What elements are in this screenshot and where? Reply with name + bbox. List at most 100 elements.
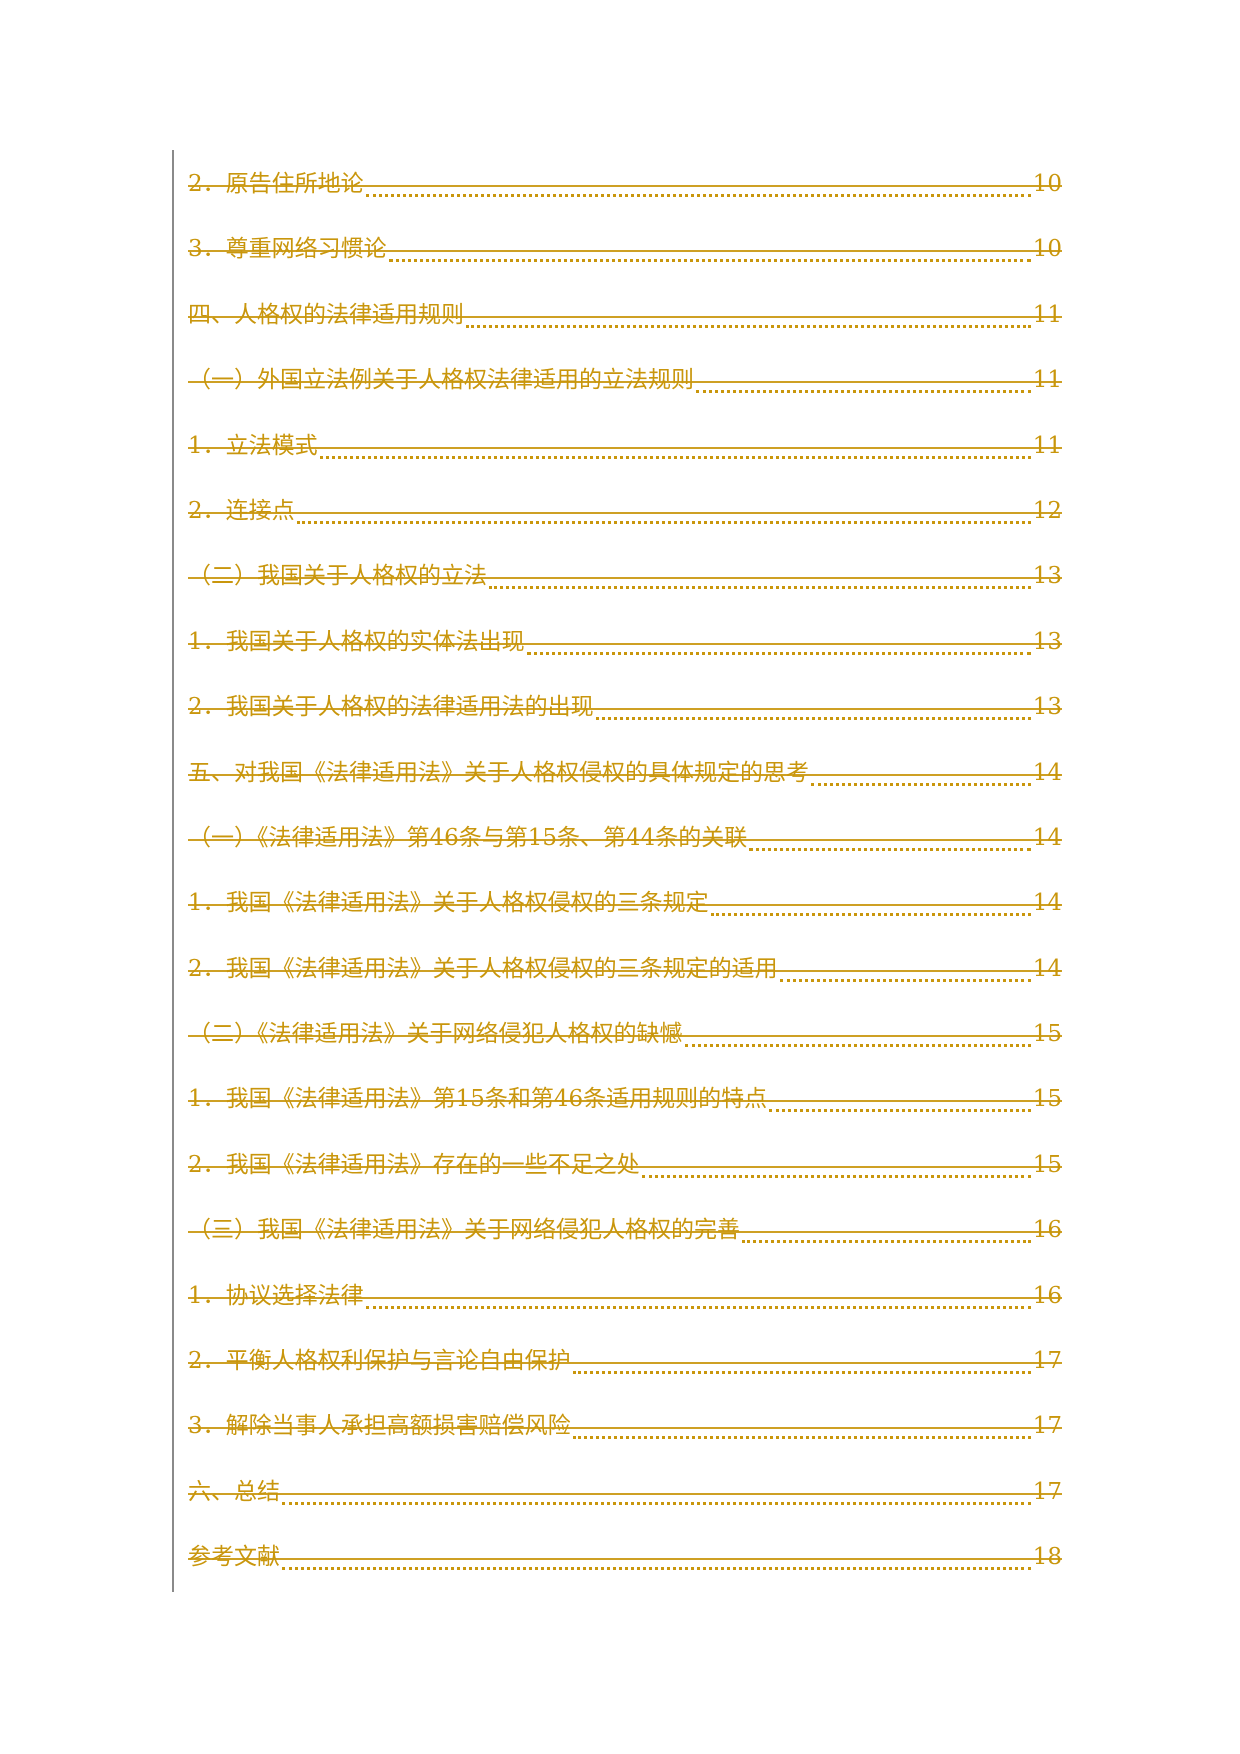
toc-entry[interactable]: 3．尊重网络习惯论 10	[188, 231, 1062, 296]
toc-entry[interactable]: 五、对我国《法律适用法》关于人格权侵权的具体规定的思考 14	[188, 755, 1062, 820]
dot-leader	[684, 1016, 1031, 1048]
toc-entry[interactable]: 2．原告住所地论 10	[188, 166, 1062, 231]
toc-entry-title: （三）我国《法律适用法》关于网络侵犯人格权的完善	[188, 1217, 740, 1244]
toc-entry[interactable]: 1．协议选择法律 16	[188, 1278, 1062, 1343]
table-of-contents: 2．原告住所地论 10 3．尊重网络习惯论 10 四、人格权的法律适用规则 11…	[188, 166, 1062, 1605]
dot-leader	[319, 428, 1031, 459]
toc-entry-page: 18	[1032, 1544, 1062, 1571]
toc-entry-title: 2．平衡人格权利保护与言论自由保护	[188, 1348, 571, 1375]
strikethrough-line	[188, 1100, 1062, 1103]
toc-entry-page: 11	[1032, 367, 1062, 394]
toc-entry[interactable]: 参考文献 18	[188, 1539, 1062, 1604]
strikethrough-line	[188, 1492, 1062, 1495]
toc-entry[interactable]: 2．我国《法律适用法》存在的一些不足之处 15	[188, 1147, 1062, 1212]
dot-leader	[526, 624, 1031, 655]
toc-entry-title: （一）《法律适用法》第46条与第15条、第44条的关联	[188, 824, 748, 851]
toc-entry-page: 17	[1032, 1478, 1062, 1505]
toc-entry[interactable]: （二）《法律适用法》关于网络侵犯人格权的缺憾 15	[188, 1016, 1062, 1081]
dot-leader	[811, 755, 1031, 786]
strikethrough-line	[188, 577, 1062, 580]
toc-entry-title: 1．我国《法律适用法》第15条和第46条适用规则的特点	[188, 1086, 768, 1113]
toc-entry[interactable]: 1．立法模式 11	[188, 428, 1062, 493]
toc-entry-page: 10	[1032, 236, 1062, 263]
toc-entry-title: 五、对我国《法律适用法》关于人格权侵权的具体规定的思考	[188, 759, 809, 786]
strikethrough-line	[188, 904, 1062, 907]
toc-entry-page: 17	[1032, 1348, 1062, 1375]
toc-entry[interactable]: 2．我国关于人格权的法律适用法的出现 13	[188, 689, 1062, 754]
toc-entry-page: 16	[1032, 1217, 1062, 1244]
toc-entry-title: 六、总结	[188, 1478, 280, 1505]
toc-entry-title: 四、人格权的法律适用规则	[188, 301, 464, 328]
strikethrough-line	[188, 1231, 1062, 1234]
toc-entry-title: （二）《法律适用法》关于网络侵犯人格权的缺憾	[188, 1021, 683, 1048]
toc-entry-title: 3．解除当事人承担高额损害赔偿风险	[188, 1413, 571, 1440]
dot-leader	[749, 820, 1031, 851]
toc-entry-title: 1．协议选择法律	[188, 1282, 364, 1309]
toc-entry-page: 13	[1032, 628, 1062, 655]
strikethrough-line	[188, 642, 1062, 645]
toc-entry-page: 15	[1032, 1151, 1062, 1178]
strikethrough-line	[188, 315, 1062, 318]
dot-leader	[365, 166, 1031, 197]
dot-leader	[572, 1343, 1031, 1375]
toc-entry-page: 11	[1032, 432, 1062, 459]
toc-entry-page: 14	[1032, 824, 1062, 851]
toc-entry[interactable]: （二）我国关于人格权的立法 13	[188, 558, 1062, 623]
strikethrough-line	[188, 1035, 1062, 1038]
toc-entry[interactable]: 1．我国关于人格权的实体法出现 13	[188, 624, 1062, 689]
toc-entry-page: 13	[1032, 563, 1062, 590]
toc-entry[interactable]: 四、人格权的法律适用规则 11	[188, 297, 1062, 362]
change-bar	[172, 150, 174, 1592]
toc-entry[interactable]: 3．解除当事人承担高额损害赔偿风险 17	[188, 1408, 1062, 1473]
dot-leader	[466, 297, 1031, 328]
strikethrough-line	[188, 1296, 1062, 1299]
dot-leader	[595, 689, 1031, 721]
dot-leader	[710, 885, 1031, 917]
strikethrough-line	[188, 1427, 1062, 1430]
toc-entry-title: 1．我国《法律适用法》关于人格权侵权的三条规定	[188, 890, 709, 917]
strikethrough-line	[188, 381, 1062, 384]
dot-leader	[769, 1081, 1031, 1113]
strikethrough-line	[188, 838, 1062, 841]
toc-entry[interactable]: 1．我国《法律适用法》关于人格权侵权的三条规定 14	[188, 885, 1062, 950]
strikethrough-line	[188, 773, 1062, 776]
dot-leader	[282, 1539, 1031, 1571]
toc-entry-title: 参考文献	[188, 1544, 280, 1571]
toc-entry[interactable]: 2．连接点 12	[188, 493, 1062, 558]
toc-entry-title: 2．我国《法律适用法》关于人格权侵权的三条规定的适用	[188, 955, 778, 982]
dot-leader	[365, 1278, 1031, 1309]
dot-leader	[696, 362, 1031, 394]
toc-entry[interactable]: （一）外国立法例关于人格权法律适用的立法规则 11	[188, 362, 1062, 427]
toc-entry[interactable]: （一）《法律适用法》第46条与第15条、第44条的关联 14	[188, 820, 1062, 885]
strikethrough-line	[188, 969, 1062, 972]
strikethrough-line	[188, 1558, 1062, 1561]
strikethrough-line	[188, 250, 1062, 253]
dot-leader	[572, 1408, 1031, 1440]
strikethrough-line	[188, 1362, 1062, 1365]
toc-entry[interactable]: 2．我国《法律适用法》关于人格权侵权的三条规定的适用 14	[188, 951, 1062, 1016]
dot-leader	[282, 1474, 1031, 1505]
toc-entry[interactable]: 2．平衡人格权利保护与言论自由保护 17	[188, 1343, 1062, 1408]
strikethrough-line	[188, 446, 1062, 449]
toc-entry-title: （一）外国立法例关于人格权法律适用的立法规则	[188, 367, 694, 394]
strikethrough-line	[188, 511, 1062, 514]
toc-entry-page: 13	[1032, 694, 1062, 721]
dot-leader	[489, 558, 1031, 590]
toc-entry-title: 1．立法模式	[188, 432, 318, 459]
dot-leader	[779, 951, 1031, 982]
toc-entry[interactable]: 六、总结 17	[188, 1474, 1062, 1539]
dot-leader	[296, 493, 1031, 524]
toc-entry-page: 14	[1032, 890, 1062, 917]
dot-leader	[388, 231, 1031, 263]
toc-entry[interactable]: 1．我国《法律适用法》第15条和第46条适用规则的特点 15	[188, 1081, 1062, 1146]
strikethrough-line	[188, 185, 1062, 187]
toc-entry-page: 11	[1032, 301, 1062, 328]
dot-leader	[742, 1212, 1031, 1244]
toc-entry-title: （二）我国关于人格权的立法	[188, 563, 487, 590]
strikethrough-line	[188, 708, 1062, 711]
toc-entry[interactable]: （三）我国《法律适用法》关于网络侵犯人格权的完善 16	[188, 1212, 1062, 1277]
toc-entry-title: 3．尊重网络习惯论	[188, 236, 387, 263]
toc-entry-title: 1．我国关于人格权的实体法出现	[188, 628, 525, 655]
toc-entry-page: 16	[1032, 1282, 1062, 1309]
toc-entry-title: 2．连接点	[188, 497, 295, 524]
